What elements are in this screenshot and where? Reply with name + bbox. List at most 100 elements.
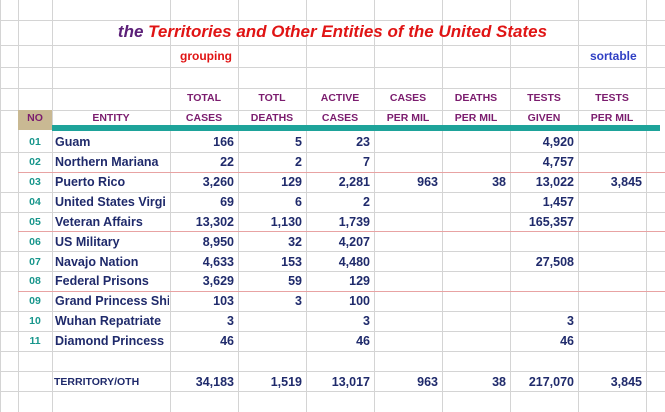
cell-cases[interactable]: 3,260: [202, 175, 234, 189]
table-row[interactable]: 11 Diamond Princess 46 46 46: [0, 331, 665, 351]
table-row[interactable]: 06 US Military 8,950 32 4,207: [0, 232, 665, 252]
cell-deaths[interactable]: 3: [295, 294, 302, 308]
cell-deaths[interactable]: [238, 311, 302, 331]
cell-deaths[interactable]: 32: [288, 235, 302, 249]
sortable-link[interactable]: sortable: [590, 49, 637, 63]
grouping-link[interactable]: grouping: [180, 49, 232, 63]
cell-cases-pm[interactable]: 963: [417, 175, 438, 189]
table-row[interactable]: 10 Wuhan Repatriate 3 3 3: [0, 311, 665, 331]
cell-deaths[interactable]: [238, 331, 302, 351]
entity-name[interactable]: Navajo Nation: [55, 255, 139, 269]
cell-cases[interactable]: 69: [220, 195, 234, 209]
cell-deaths-pm[interactable]: [442, 252, 506, 272]
cell-active[interactable]: 4,207: [338, 235, 370, 249]
header-total-cases[interactable]: CASES: [185, 112, 223, 124]
cell-cases-pm[interactable]: [374, 291, 438, 311]
cell-tests[interactable]: 27,508: [535, 255, 574, 269]
header-tests-per-mil[interactable]: PER MIL: [590, 112, 634, 124]
header-tests-given[interactable]: GIVEN: [527, 112, 561, 124]
cell-deaths[interactable]: 2: [295, 155, 302, 169]
table-row[interactable]: 01 Guam 166 5 23 4,920: [0, 132, 665, 152]
cell-active[interactable]: 1,739: [338, 215, 370, 229]
cell-cases-pm[interactable]: [374, 331, 438, 351]
cell-deaths[interactable]: 129: [281, 175, 302, 189]
entity-name[interactable]: Guam: [55, 135, 91, 149]
cell-tests[interactable]: 165,357: [528, 215, 574, 229]
cell-tests[interactable]: 4,757: [542, 155, 574, 169]
cell-tests[interactable]: 1,457: [542, 195, 574, 209]
table-row[interactable]: 09 Grand Princess Shi 103 3 100: [0, 291, 665, 311]
entity-name[interactable]: United States Virgi: [55, 195, 166, 209]
cell-tests-pm[interactable]: [578, 271, 642, 291]
cell-tests-pm[interactable]: [578, 232, 642, 252]
table-row[interactable]: 03 Puerto Rico 3,260 129 2,281 963 38 13,022 3,8…: [0, 172, 665, 192]
cell-active[interactable]: 100: [349, 294, 370, 308]
cell-deaths-pm[interactable]: [442, 232, 506, 252]
cell-deaths-pm[interactable]: [442, 152, 506, 172]
entity-name[interactable]: Federal Prisons: [55, 274, 149, 288]
cell-cases-pm[interactable]: [374, 132, 438, 152]
cell-active[interactable]: 23: [356, 135, 370, 149]
cell-deaths-pm[interactable]: [442, 132, 506, 152]
cell-tests[interactable]: 4,920: [542, 135, 574, 149]
cell-deaths[interactable]: 59: [288, 274, 302, 288]
cell-active[interactable]: 46: [356, 334, 370, 348]
cell-tests[interactable]: [510, 271, 574, 291]
cell-tests-pm[interactable]: [578, 311, 642, 331]
entity-name[interactable]: Puerto Rico: [55, 175, 126, 189]
entity-name[interactable]: Veteran Affairs: [55, 215, 143, 229]
entity-name[interactable]: Diamond Princess: [55, 334, 165, 348]
cell-tests-pm[interactable]: [578, 212, 642, 232]
cell-deaths[interactable]: 1,130: [270, 215, 302, 229]
cell-deaths[interactable]: 5: [295, 135, 302, 149]
entity-name[interactable]: Grand Princess Shi: [55, 294, 169, 308]
table-row[interactable]: 04 United States Virgi 69 6 2 1,457: [0, 192, 665, 212]
cell-cases[interactable]: 166: [213, 135, 234, 149]
cell-cases[interactable]: 103: [213, 294, 234, 308]
entity-name[interactable]: Northern Mariana: [55, 155, 159, 169]
cell-active[interactable]: 7: [363, 155, 370, 169]
cell-tests-pm[interactable]: [578, 331, 642, 351]
header-active-cases[interactable]: CASES: [321, 112, 359, 124]
cell-deaths-pm[interactable]: [442, 212, 506, 232]
header-no[interactable]: NO: [27, 112, 43, 124]
cell-cases[interactable]: 22: [220, 155, 234, 169]
entity-name[interactable]: US Military: [55, 235, 120, 249]
cell-cases-pm[interactable]: [374, 232, 438, 252]
cell-tests-pm[interactable]: 3,845: [610, 175, 642, 189]
cell-tests-pm[interactable]: [578, 291, 642, 311]
cell-deaths-pm[interactable]: [442, 291, 506, 311]
cell-deaths-pm[interactable]: [442, 271, 506, 291]
header-deaths-per-mil[interactable]: PER MIL: [454, 112, 498, 124]
cell-deaths-pm[interactable]: [442, 331, 506, 351]
cell-tests[interactable]: 46: [560, 334, 574, 348]
cell-active[interactable]: 2: [363, 195, 370, 209]
cell-deaths[interactable]: 153: [281, 255, 302, 269]
cell-cases-pm[interactable]: [374, 311, 438, 331]
cell-cases[interactable]: 8,950: [202, 235, 234, 249]
cell-cases-pm[interactable]: [374, 252, 438, 272]
cell-deaths-pm[interactable]: [442, 311, 506, 331]
cell-active[interactable]: 3: [363, 314, 370, 328]
cell-cases[interactable]: 3: [227, 314, 234, 328]
cell-tests-pm[interactable]: [578, 152, 642, 172]
header-total-deaths[interactable]: DEATHS: [250, 112, 294, 124]
cell-tests[interactable]: [510, 232, 574, 252]
cell-cases-pm[interactable]: [374, 212, 438, 232]
cell-cases[interactable]: 13,302: [195, 215, 234, 229]
cell-deaths[interactable]: 6: [295, 195, 302, 209]
cell-cases[interactable]: 4,633: [202, 255, 234, 269]
header-cases-per-mil[interactable]: PER MIL: [386, 112, 430, 124]
table-row[interactable]: 05 Veteran Affairs 13,302 1,130 1,739 165,357: [0, 212, 665, 232]
cell-deaths-pm[interactable]: 38: [492, 175, 506, 189]
cell-tests[interactable]: 3: [567, 314, 574, 328]
cell-cases[interactable]: 46: [220, 334, 234, 348]
cell-cases-pm[interactable]: [374, 152, 438, 172]
cell-active[interactable]: 2,281: [338, 175, 370, 189]
table-row[interactable]: 02 Northern Mariana 22 2 7 4,757: [0, 152, 665, 172]
cell-deaths-pm[interactable]: [442, 192, 506, 212]
cell-cases[interactable]: 3,629: [202, 274, 234, 288]
entity-name[interactable]: Wuhan Repatriate: [55, 314, 162, 328]
cell-tests-pm[interactable]: [578, 252, 642, 272]
table-row[interactable]: 08 Federal Prisons 3,629 59 129: [0, 271, 665, 291]
